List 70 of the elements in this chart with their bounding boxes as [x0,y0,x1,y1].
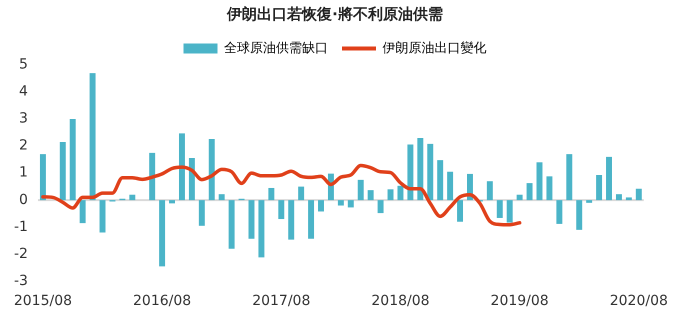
bar [437,160,444,200]
bar [556,200,562,224]
bar [159,200,166,266]
bar [427,144,434,200]
bar [40,154,46,200]
bar [149,152,156,200]
bar [298,186,304,200]
y-tick-label: 2 [19,138,28,154]
legend-label: 全球原油供需缺口 [224,40,328,56]
bar [457,200,464,222]
bar [576,200,582,230]
bar [417,138,424,200]
bar [378,200,384,214]
bar [566,154,572,200]
bar [596,174,602,200]
x-tick-label: 2017/08 [252,293,310,310]
bar [218,194,225,200]
y-tick-label: -3 [14,272,28,289]
bar [268,188,274,200]
bar [60,142,66,200]
bar [348,200,354,208]
y-tick-label: 5 [19,56,28,73]
x-tick-label: 2020/08 [610,293,668,310]
bar [616,194,622,200]
bar [308,200,314,239]
y-tick-label: 4 [19,84,28,100]
bar [536,162,542,200]
bar [407,144,414,200]
y-tick-label: 0 [19,192,28,208]
bar [388,189,394,200]
bar [318,200,324,212]
bar [80,200,86,224]
bar [486,181,493,200]
bar [90,73,96,200]
bar [169,200,176,204]
y-tick-label: 3 [19,110,28,127]
bar [100,200,106,233]
bar [516,194,523,200]
bar [606,156,612,200]
x-tick-label: 2015/08 [14,293,72,310]
legend-label: 伊朗原油出口變化 [382,40,486,56]
bar [397,186,404,200]
bar [626,197,632,200]
bar [248,200,254,239]
bar [288,200,294,240]
x-tick-label: 2018/08 [371,293,430,310]
x-tick-label: 2019/08 [490,293,549,310]
bar [546,176,552,200]
bar [368,190,374,200]
bar [70,119,76,200]
y-tick-label: -1 [14,218,28,235]
chart-title: 伊朗出口若恢復·將不利原油供需 [226,4,443,23]
bar [586,200,592,203]
bar [338,200,344,206]
bar [258,200,264,258]
bar [129,194,136,200]
x-tick-label: 2016/08 [133,293,192,310]
line-series [41,164,522,226]
bar [636,188,642,200]
bar [506,200,513,223]
y-tick-label: 1 [19,164,28,181]
bar [198,200,205,226]
bar [228,200,235,249]
bar [278,200,284,220]
bar [526,183,533,200]
bar [358,180,364,200]
bar [496,200,503,218]
bar [447,172,454,200]
bar [178,133,185,200]
y-tick-label: -2 [14,246,28,262]
